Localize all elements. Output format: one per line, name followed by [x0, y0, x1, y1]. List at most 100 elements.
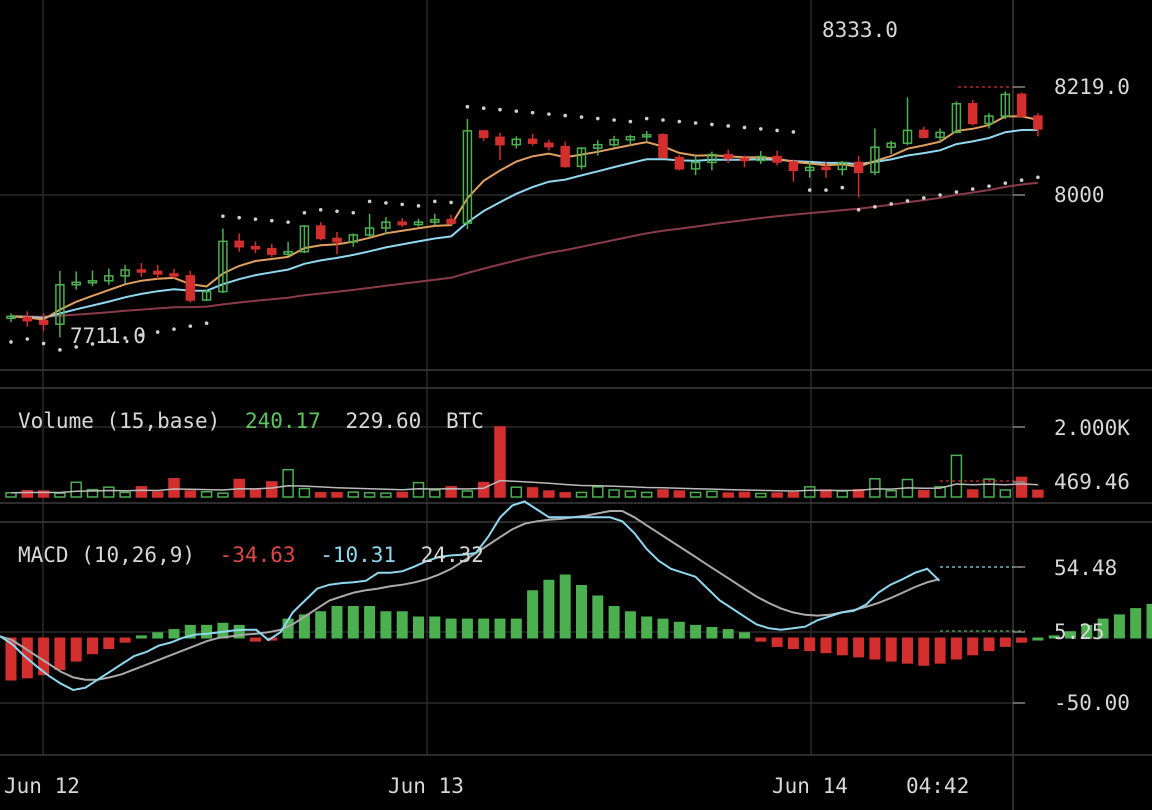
- psar-dot: [270, 218, 274, 223]
- macd-histogram-bar: [494, 618, 506, 639]
- psar-dot: [318, 207, 323, 212]
- macd-histogram-bar: [103, 637, 115, 649]
- candle-up: [201, 290, 212, 301]
- volume-bar: [918, 489, 930, 498]
- macd-histogram-bar: [413, 616, 424, 639]
- macd-histogram-bar: [1065, 631, 1076, 639]
- price-pane[interactable]: [6, 86, 1043, 352]
- psar-dot: [416, 204, 421, 208]
- candle-up: [364, 227, 375, 236]
- psar-dot: [123, 336, 127, 340]
- psar-dot: [433, 199, 437, 204]
- macd-histogram-bar: [559, 574, 571, 639]
- volume-bar: [314, 492, 327, 498]
- psar-dot: [351, 210, 356, 215]
- volume-bar: [37, 490, 50, 498]
- volume-bar: [429, 489, 441, 498]
- psar-dot: [1036, 175, 1040, 180]
- psar-dot: [677, 119, 682, 124]
- candle-down: [919, 129, 929, 139]
- macd-signal-line: [0, 510, 940, 681]
- psar-dot: [58, 348, 62, 352]
- candle-down: [788, 161, 799, 172]
- candle-down: [446, 218, 456, 224]
- psar-dot: [107, 339, 111, 343]
- volume-bar: [738, 491, 751, 498]
- volume-bar: [396, 491, 408, 498]
- macd-histogram-bar: [934, 637, 946, 664]
- volume-bar: [836, 490, 849, 498]
- volume-bar: [722, 492, 734, 498]
- volume-bar: [477, 481, 490, 498]
- volume-bar: [706, 490, 718, 498]
- volume-bar: [885, 489, 897, 498]
- volume-bar: [249, 489, 262, 498]
- volume-bar: [103, 486, 115, 498]
- psar-dot: [644, 116, 649, 121]
- volume-bar: [461, 490, 474, 498]
- volume-bar: [543, 490, 555, 498]
- volume-bar: [54, 492, 66, 498]
- macd-histogram-bar: [478, 618, 490, 639]
- volume-bar: [217, 492, 229, 498]
- candle-up: [593, 143, 603, 149]
- macd-pane[interactable]: [0, 500, 1152, 692]
- candle-down: [967, 103, 978, 125]
- volume-bar: [200, 491, 213, 498]
- macd-histogram-bar: [836, 637, 848, 656]
- macd-histogram-bar: [804, 637, 816, 652]
- macd-value-3: 24.32: [421, 543, 484, 567]
- volume-bar: [869, 478, 881, 498]
- price-tick-8000: 8000: [1054, 183, 1105, 207]
- volume-bar: [21, 489, 34, 498]
- psar-dot: [204, 321, 209, 326]
- psar-dot: [807, 188, 812, 192]
- candle-down: [38, 320, 49, 325]
- current-price-label: 8219.0: [1054, 75, 1130, 99]
- candle-up: [104, 275, 114, 282]
- volume-legend: Volume (15,base) 240.17 229.60 BTC: [18, 409, 484, 433]
- psar-dot: [791, 130, 796, 134]
- macd-histogram-bar: [70, 637, 82, 662]
- candle-up: [935, 131, 945, 139]
- candle-up: [576, 147, 587, 168]
- psar-dot: [286, 220, 290, 224]
- volume-bar: [168, 478, 180, 498]
- candle-up: [756, 155, 766, 162]
- x-label-jun14: Jun 14: [772, 774, 848, 798]
- psar-dot: [824, 188, 828, 192]
- psar-dot: [661, 118, 665, 122]
- macd-histogram-bar: [1048, 635, 1060, 639]
- psar-dot: [954, 190, 959, 194]
- psar-dot: [481, 106, 486, 111]
- candle-up: [348, 234, 359, 243]
- volume-bar: [787, 491, 800, 498]
- volume-bar: [380, 492, 392, 498]
- psar-dot: [547, 112, 551, 116]
- macd-histogram-bar: [184, 624, 196, 639]
- candle-down: [674, 156, 685, 170]
- candle-down: [560, 145, 570, 168]
- candle-up: [609, 139, 619, 146]
- volume-bar: [803, 486, 816, 498]
- candle-down: [495, 136, 505, 146]
- macd-histogram-bar: [967, 637, 979, 656]
- candle-down: [1033, 115, 1043, 130]
- candle-down: [723, 153, 733, 160]
- candle-up: [902, 129, 913, 144]
- candle-up: [55, 284, 65, 325]
- macd-histogram-bar: [461, 618, 473, 639]
- volume-bar: [510, 486, 523, 498]
- volume-bar: [950, 454, 963, 498]
- volume-bar: [689, 491, 702, 498]
- macd-histogram-bar: [233, 624, 245, 639]
- volume-pane[interactable]: [5, 426, 1044, 498]
- psar-dot: [90, 342, 95, 346]
- candle-up: [6, 315, 16, 320]
- psar-dot: [905, 199, 910, 203]
- volume-bar: [999, 489, 1012, 498]
- candle-down: [772, 155, 782, 163]
- candle-up: [804, 166, 815, 172]
- candle-up: [886, 142, 896, 148]
